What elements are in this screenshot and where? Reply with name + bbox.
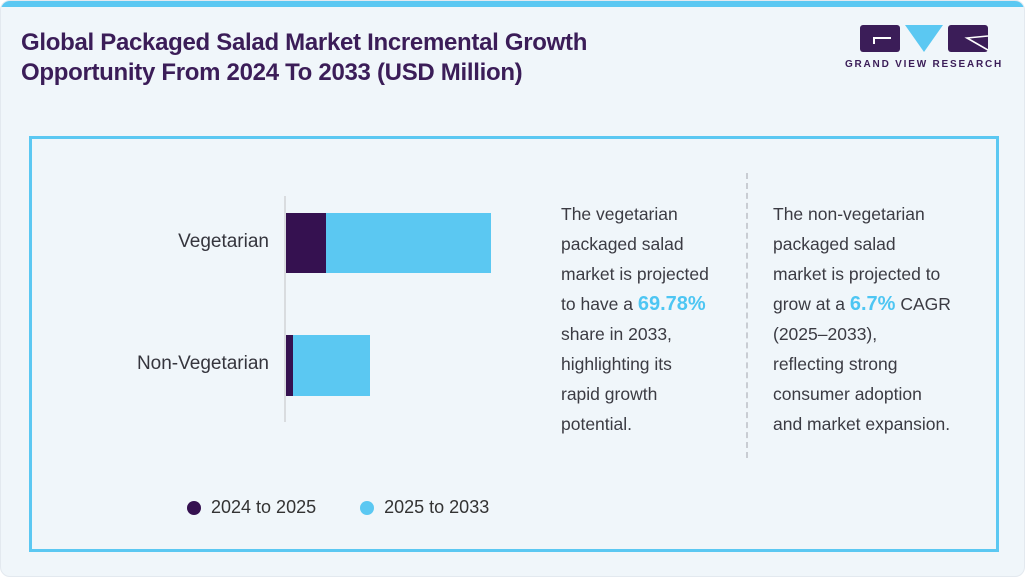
chart-panel: Vegetarian Non-Vegetarian 2024 to 2025 20…	[29, 136, 999, 552]
category-label-vegetarian: Vegetarian	[178, 231, 269, 252]
insight-line: reflecting strong	[773, 354, 898, 374]
insight-non-vegetarian-text: The non-vegetarian packaged salad market i…	[773, 199, 998, 439]
gvr-logo-mark	[860, 25, 988, 53]
page-title-line-2: Opportunity From 2024 To 2033 (USD Milli…	[21, 59, 523, 86]
bar-segment-2024-to-2025	[286, 213, 326, 273]
insight-line: The non-vegetarian	[773, 204, 925, 224]
insight-line: consumer adoption	[773, 384, 922, 404]
category-label-non-vegetarian: Non-Vegetarian	[136, 353, 269, 374]
legend-label: 2025 to 2033	[384, 497, 490, 517]
insight-line: market is projected to	[773, 264, 941, 284]
logo-r-block-icon	[948, 25, 988, 52]
insight-line: packaged salad	[561, 234, 684, 254]
insight-line: (2025–2033),	[773, 324, 878, 344]
dashed-divider	[746, 173, 748, 458]
insight-line: and market expansion.	[773, 414, 951, 434]
bar-vegetarian	[286, 213, 491, 273]
insight-line: market is projected	[561, 264, 709, 284]
logo-v-triangle-icon	[905, 25, 943, 52]
insight-line: packaged salad	[773, 234, 896, 254]
bar-non-vegetarian	[286, 335, 370, 396]
brand-name: GRAND VIEW RESEARCH	[844, 59, 1004, 70]
insight-line: share in 2033,	[561, 324, 672, 344]
page-title-line-1: Global Packaged Salad Market Incremental…	[21, 29, 588, 56]
legend-item: 2024 to 2025	[187, 497, 316, 518]
insight-line: highlighting its	[561, 354, 672, 374]
insight-line: to have a 69.78%	[561, 293, 706, 315]
insight-line: The vegetarian	[561, 204, 678, 224]
chart-axis-line	[284, 196, 286, 422]
legend-label: 2024 to 2025	[211, 497, 317, 517]
highlight-stat: 69.78%	[637, 293, 706, 315]
legend-dot-icon	[360, 500, 375, 515]
bar-segment-2025-to-2033	[326, 213, 491, 273]
insight-line: grow at a 6.7% CAGR	[773, 293, 951, 315]
chart-legend: 2024 to 2025 2025 to 2033	[187, 497, 489, 518]
legend-dot-icon	[187, 500, 201, 515]
top-accent-bar	[1, 1, 1024, 7]
bar-segment-2025-to-2033	[293, 335, 370, 396]
logo-g-block-icon	[860, 25, 900, 52]
bar-segment-2024-to-2025	[286, 335, 293, 396]
legend-item: 2025 to 2033	[360, 497, 489, 518]
insight-line: potential.	[561, 414, 633, 434]
page-title: Global Packaged Salad Market Incremental…	[21, 28, 741, 88]
brand-logo: GRAND VIEW RESEARCH	[844, 25, 1004, 70]
insight-vegetarian-text: The vegetarian packaged salad market is pr…	[561, 199, 751, 439]
highlight-stat: 6.7%	[849, 293, 896, 315]
insight-line: rapid growth	[561, 384, 658, 404]
